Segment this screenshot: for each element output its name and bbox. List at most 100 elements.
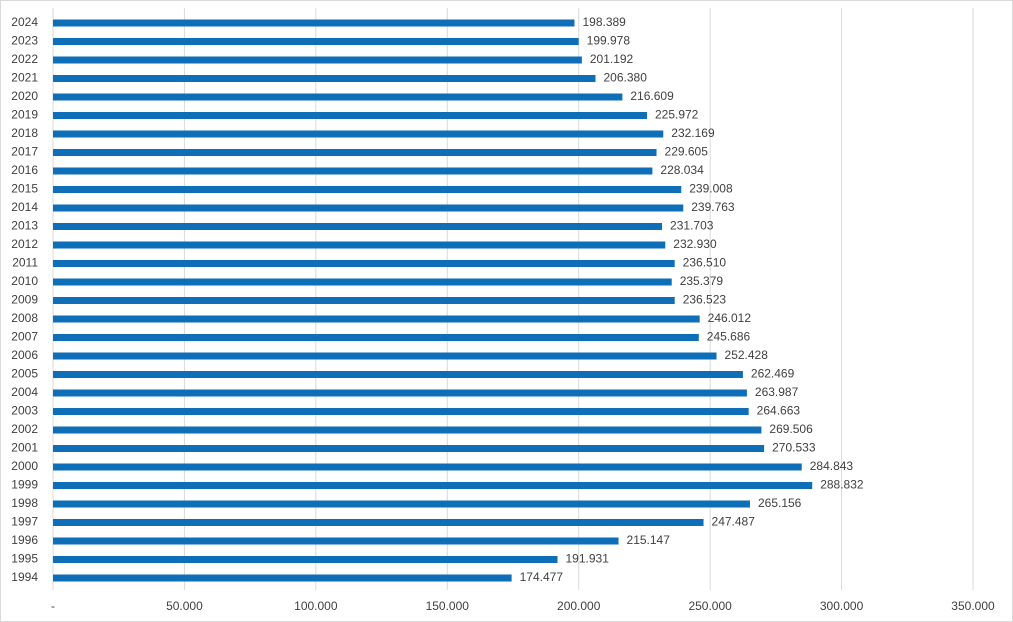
bar	[53, 241, 666, 249]
bar	[53, 75, 596, 82]
y-tick-label: 2001	[11, 441, 38, 455]
bar	[53, 93, 623, 101]
bar	[53, 315, 700, 323]
data-label: 247.487	[712, 515, 756, 529]
x-tick-label: 100.000	[294, 599, 338, 613]
y-tick-label: 2018	[11, 126, 38, 140]
data-label: 263.987	[755, 385, 799, 399]
bar	[53, 389, 747, 397]
bar	[53, 278, 672, 286]
x-tick-label: 200.000	[557, 599, 601, 613]
bar	[53, 371, 743, 378]
bar	[53, 482, 813, 489]
data-label: 246.012	[708, 311, 752, 325]
y-tick-label: 2015	[11, 182, 38, 196]
data-label: 269.506	[769, 422, 813, 436]
bar	[53, 297, 675, 304]
y-tick-label: 2010	[11, 274, 38, 288]
y-tick-label: 2014	[11, 200, 38, 214]
data-label: 191.931	[566, 552, 610, 566]
bar	[53, 463, 802, 471]
y-tick-label: 2017	[11, 145, 38, 159]
bar	[53, 574, 512, 582]
data-label: 206.380	[603, 71, 647, 85]
y-tick-label: 2002	[11, 422, 38, 436]
data-label: 245.686	[707, 330, 751, 344]
data-label: 235.379	[680, 274, 724, 288]
data-label: 236.510	[683, 256, 727, 270]
bar	[53, 556, 558, 563]
data-label: 265.156	[758, 496, 802, 510]
y-tick-label: 1994	[11, 570, 38, 584]
data-label: 174.477	[520, 570, 564, 584]
data-label: 228.034	[660, 163, 704, 177]
data-label: 264.663	[757, 404, 801, 418]
bar	[53, 260, 675, 267]
data-label: 252.428	[725, 348, 769, 362]
y-tick-label: 1998	[11, 496, 38, 510]
data-label: 236.523	[683, 293, 727, 307]
bar	[53, 537, 619, 545]
x-tick-label: 300.000	[820, 599, 864, 613]
y-tick-label: 2012	[11, 237, 38, 251]
y-tick-label: 2023	[11, 34, 38, 48]
bar	[53, 186, 682, 193]
bar	[53, 426, 762, 434]
bar	[53, 56, 582, 64]
y-tick-label: 2020	[11, 89, 38, 103]
y-tick-label: 2019	[11, 108, 38, 122]
data-label: 262.469	[751, 367, 795, 381]
y-tick-label: 2013	[11, 219, 38, 233]
x-tick-label: -	[51, 599, 55, 613]
bar	[53, 500, 750, 508]
data-label: 270.533	[772, 441, 816, 455]
data-label: 232.169	[671, 126, 715, 140]
data-label: 232.930	[673, 237, 717, 251]
data-label: 216.609	[630, 89, 674, 103]
y-tick-label: 2021	[11, 71, 38, 85]
y-tick-label: 2008	[11, 311, 38, 325]
bar	[53, 130, 664, 138]
y-tick-label: 2004	[11, 385, 38, 399]
x-tick-label: 150.000	[426, 599, 470, 613]
y-tick-label: 2022	[11, 52, 38, 66]
y-tick-label: 2007	[11, 330, 38, 344]
data-label: 229.605	[665, 145, 709, 159]
x-tick-label: 50.000	[166, 599, 203, 613]
bar	[53, 445, 765, 452]
data-label: 239.008	[689, 182, 733, 196]
bar	[53, 204, 684, 212]
bar	[53, 112, 647, 119]
data-label: 225.972	[655, 108, 699, 122]
y-tick-label: 2000	[11, 459, 38, 473]
y-tick-label: 1999	[11, 478, 38, 492]
bar	[53, 519, 704, 526]
data-label: 239.763	[691, 200, 735, 214]
y-tick-label: 1996	[11, 533, 38, 547]
data-label: 284.843	[810, 459, 854, 473]
y-tick-label: 2006	[11, 348, 38, 362]
y-tick-label: 1997	[11, 515, 38, 529]
bar	[53, 167, 653, 175]
bar	[53, 149, 657, 156]
y-tick-label: 1995	[11, 552, 38, 566]
data-label: 288.832	[820, 478, 864, 492]
data-label: 198.389	[582, 15, 626, 29]
y-tick-label: 2009	[11, 293, 38, 307]
y-tick-label: 2003	[11, 404, 38, 418]
x-tick-label: 350.000	[951, 599, 995, 613]
data-label: 201.192	[590, 52, 634, 66]
bar	[53, 19, 575, 27]
bar	[53, 334, 699, 341]
data-label: 215.147	[627, 533, 671, 547]
x-tick-label: 250.000	[688, 599, 732, 613]
data-label: 199.978	[587, 34, 631, 48]
bar	[53, 408, 749, 415]
bar	[53, 223, 663, 230]
bar	[53, 352, 717, 360]
y-tick-label: 2011	[12, 256, 38, 270]
bar	[53, 38, 579, 45]
data-label: 231.703	[670, 219, 714, 233]
y-tick-label: 2016	[11, 163, 38, 177]
y-tick-label: 2005	[11, 367, 38, 381]
